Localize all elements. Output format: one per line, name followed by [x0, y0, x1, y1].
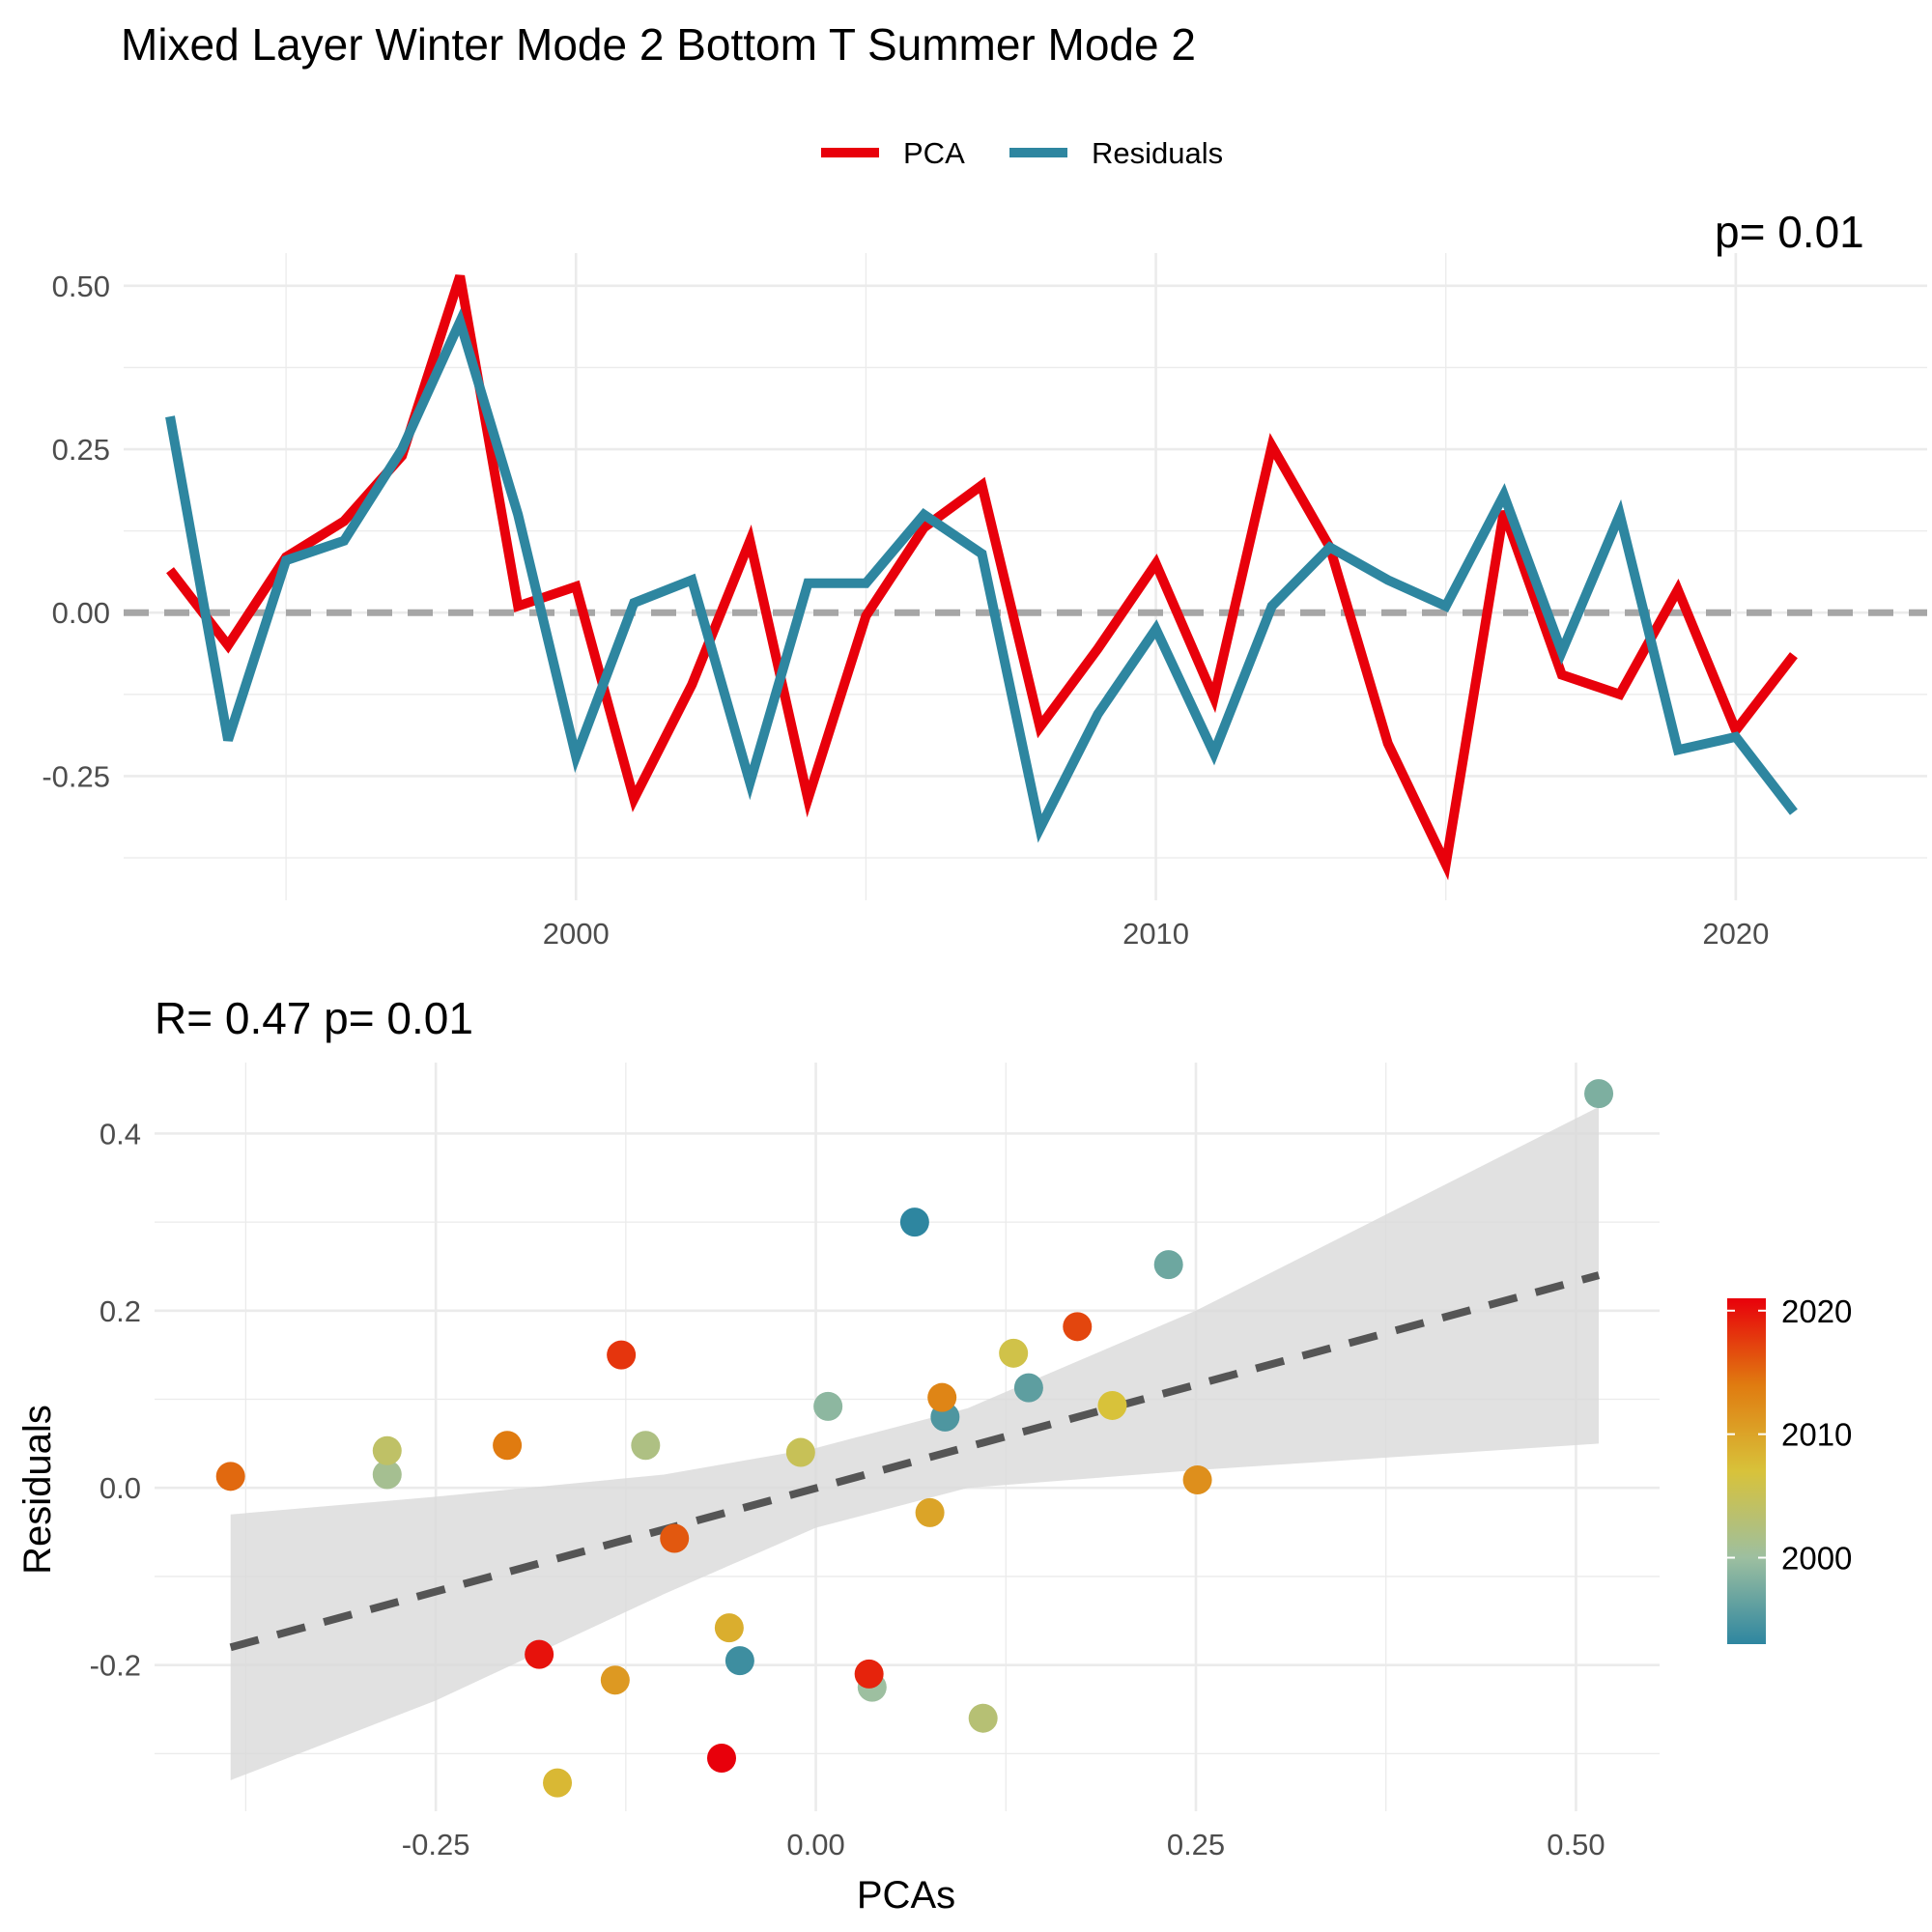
y-tick-label: 0.25 [52, 433, 110, 467]
x-tick-label: 2020 [1702, 917, 1769, 951]
y-tick-label: -0.2 [90, 1649, 141, 1683]
scatter-point [785, 1437, 815, 1467]
scatter-point [854, 1659, 884, 1689]
top-chart-corner-annotation: p= 0.01 [1715, 207, 1864, 257]
scatter-point [631, 1431, 661, 1461]
scatter-point [600, 1665, 630, 1695]
regression-line [229, 1271, 1601, 1652]
colorbar-legend: 2020 2010 2000 [1727, 1293, 1852, 1644]
scatter-point [493, 1431, 523, 1461]
colorbar-tick-label: 2010 [1781, 1417, 1852, 1453]
scatter-point [899, 1208, 929, 1237]
y-tick-label: 0.50 [52, 270, 110, 303]
top-chart-legend: PCA Residuals [821, 136, 1223, 170]
colorbar-tick-label: 2000 [1781, 1541, 1852, 1577]
y-tick-label: -0.25 [42, 759, 110, 793]
scatter-point [1013, 1373, 1043, 1403]
scatter-point [927, 1382, 957, 1412]
y-tick-label: 0.00 [52, 596, 110, 630]
scatter-point [372, 1435, 402, 1465]
scatter-point [968, 1703, 998, 1733]
y-tick-label: 0.2 [99, 1294, 141, 1328]
scatter-point [1182, 1464, 1212, 1494]
legend-label-pca: PCA [903, 136, 965, 170]
y-tick-label: 0.0 [99, 1471, 141, 1505]
scatter-point [915, 1497, 945, 1527]
colorbar-gradient [1727, 1298, 1766, 1644]
scatter-x-axis-label: PCAs [857, 1874, 955, 1917]
y-tick-label: 0.4 [99, 1117, 141, 1151]
x-tick-label: -0.25 [402, 1828, 470, 1861]
scatter-title: R= 0.47 p= 0.01 [155, 993, 473, 1043]
top-chart-title: Mixed Layer Winter Mode 2 Bottom T Summe… [121, 19, 1196, 70]
time-series-plot-area: 0.50 0.25 0.00 -0.25 2000 2010 2020 [42, 253, 1927, 951]
scatter-point [1153, 1250, 1183, 1280]
confidence-band [230, 1106, 1600, 1780]
scatter-plot-area: 0.4 0.2 0.0 -0.2 -0.25 0.00 0.25 0.50 [90, 1063, 1660, 1861]
scatter-point [1097, 1390, 1127, 1420]
scatter-point [215, 1462, 245, 1492]
scatter-point [543, 1768, 573, 1798]
scatter-y-axis-label: Residuals [16, 1405, 59, 1575]
scatter-point [707, 1743, 737, 1773]
x-tick-label: 0.25 [1167, 1828, 1225, 1861]
scatter-point [525, 1639, 554, 1669]
scatter-point [607, 1340, 637, 1370]
x-tick-label: 0.50 [1547, 1828, 1605, 1861]
scatter-point [660, 1523, 690, 1553]
series-line-residuals [165, 307, 1798, 843]
x-tick-label: 0.00 [786, 1828, 844, 1861]
legend-label-residuals: Residuals [1092, 136, 1223, 170]
scatter-point [999, 1338, 1029, 1368]
x-tick-label: 2000 [543, 917, 610, 951]
scatter-point [1063, 1312, 1093, 1342]
scatter-point [372, 1460, 402, 1490]
scatter-point [724, 1646, 754, 1676]
colorbar-tick-label: 2020 [1781, 1293, 1852, 1329]
series-line-pca [166, 274, 1798, 881]
scatter-point [813, 1391, 843, 1421]
x-tick-label: 2010 [1122, 917, 1189, 951]
scatter-point [714, 1613, 744, 1643]
scatter-point [1584, 1079, 1614, 1109]
